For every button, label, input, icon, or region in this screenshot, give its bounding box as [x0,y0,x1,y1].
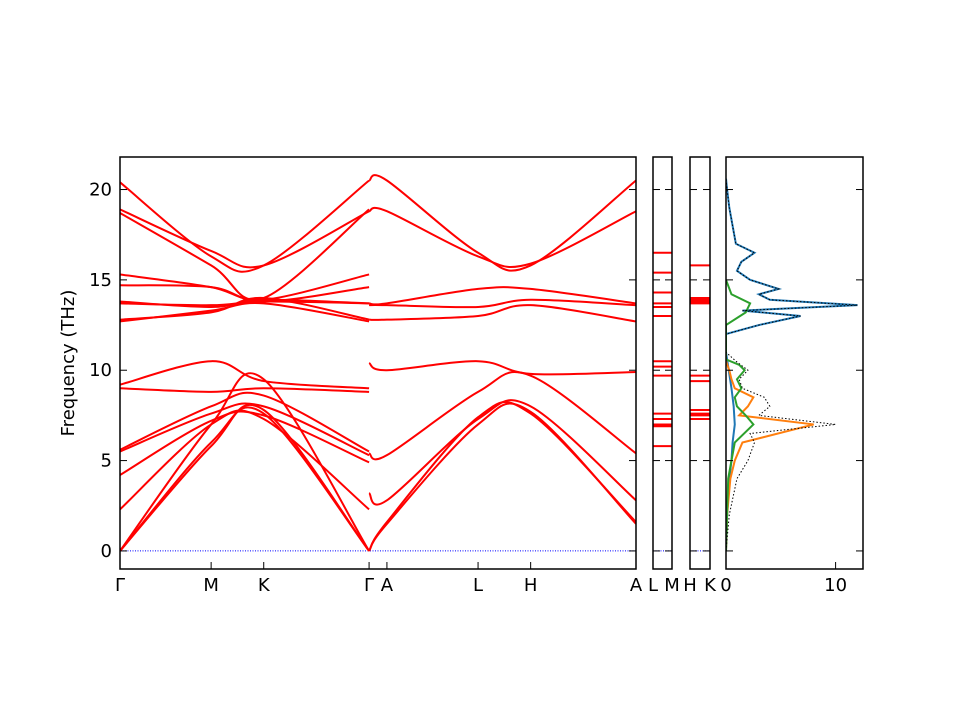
y-tick-label: 5 [101,451,112,472]
y-axis-label: Frequency (THz) [58,290,79,437]
band-branch-25 [368,399,636,506]
dos-series-3 [726,178,858,551]
band-branch-14 [120,409,370,511]
x-tick-label: A [630,575,643,596]
y-tick-label: 10 [89,360,112,381]
x-tick-label: 10 [824,575,847,596]
panel-3: 0 10 [720,156,864,596]
panel-frame [652,156,673,570]
plot-area-2 [690,264,710,552]
band-branch-2 [120,208,370,301]
x-tick-label: M [203,575,219,596]
band-branch-1 [120,208,370,269]
band-branch-18 [368,174,636,272]
x-tick-label: K [704,575,717,596]
y-tick-label: 15 [89,270,112,291]
band-branch-21 [369,298,636,309]
band-branch-17 [120,406,370,552]
plot-area-1 [653,251,672,552]
band-branch-24 [368,371,636,461]
plot-area-3 [726,178,858,551]
band-branch-9 [120,360,370,390]
panel-frame [119,156,637,570]
x-tick-label: M [664,575,680,596]
x-tick-label: A [381,575,394,596]
x-tick-label: H [683,575,697,596]
x-tick-label: K [258,575,271,596]
panel-frame [725,156,864,570]
plot-area-0 [120,174,636,552]
band-branch-12 [120,402,370,457]
band-branch-0 [120,179,370,273]
band-branch-19 [368,206,636,268]
dos-series-2 [726,279,755,551]
band-branch-27 [368,402,636,552]
panel-frame [689,156,711,570]
band-branch-11 [120,391,370,453]
x-tick-label: Γ [364,575,374,596]
x-tick-label: L [473,575,483,596]
x-tick-label: Γ [115,575,125,596]
band-branch-13 [120,410,370,476]
band-branch-10 [120,387,370,393]
x-tick-label: H [524,575,538,596]
dos-series-1 [726,360,814,551]
y-tick-label: 20 [89,180,112,201]
band-branch-22 [369,304,636,323]
x-tick-label: 0 [720,575,731,596]
band-branch-23 [368,360,636,376]
x-tick-label: L [648,575,658,596]
band-branch-4 [120,284,370,303]
band-branch-8 [120,302,370,323]
band-branch-16 [120,403,370,552]
dos-series-0 [726,178,858,551]
y-tick-label: 0 [101,541,112,562]
band-branch-15 [120,372,370,552]
